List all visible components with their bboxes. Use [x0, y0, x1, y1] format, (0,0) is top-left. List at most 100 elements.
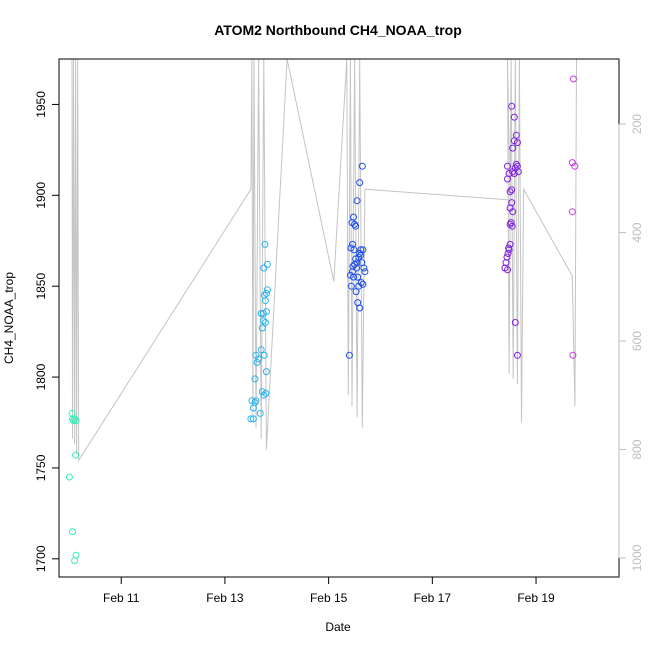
pressure-trace-group: [71, 58, 577, 463]
data-point: [353, 259, 361, 267]
x-tick-label: Feb 15: [310, 591, 348, 605]
data-point: [350, 273, 357, 281]
data-point: [360, 264, 368, 272]
data-points-group: [65, 75, 579, 565]
data-point: [361, 268, 369, 276]
data-point: [356, 179, 364, 187]
data-point: [504, 162, 511, 170]
x-axis-label: Date: [325, 620, 351, 634]
y-tick-label: 1850: [34, 273, 48, 300]
plot-frame: [58, 58, 620, 578]
data-point: [249, 404, 257, 412]
y-tick-label: 1950: [34, 91, 48, 118]
data-point: [350, 213, 357, 221]
data-point: [256, 409, 264, 417]
data-point: [352, 222, 360, 230]
data-point: [569, 75, 577, 83]
data-point: [505, 244, 513, 252]
series-1: [247, 240, 271, 423]
data-point: [513, 139, 521, 147]
data-point: [504, 266, 511, 274]
y-tick-label: 1700: [34, 545, 48, 572]
data-point: [262, 389, 270, 397]
data-point: [252, 397, 260, 405]
data-point: [506, 188, 514, 196]
data-point: [262, 368, 270, 376]
data-point: [262, 290, 270, 297]
data-point: [72, 417, 80, 425]
data-point: [507, 219, 515, 227]
data-point: [255, 355, 263, 363]
x-tick-label: Feb 11: [103, 591, 140, 605]
y-tick-label: 1800: [34, 363, 48, 390]
data-point: [350, 246, 358, 254]
x-tick-label: Feb 17: [414, 591, 452, 605]
data-point: [260, 391, 268, 399]
data-point: [356, 304, 364, 312]
data-point: [258, 324, 266, 332]
data-point: [512, 131, 520, 139]
data-point: [509, 144, 517, 152]
pressure-trace-line: [71, 58, 577, 463]
x-axis: Feb 11 Feb 13 Feb 15 Feb 17 Feb 19: [103, 576, 555, 605]
data-point: [72, 551, 80, 559]
data-point: [257, 346, 265, 354]
data-point: [251, 375, 259, 383]
series-0: [65, 409, 80, 565]
data-point: [260, 291, 268, 299]
data-point: [65, 473, 73, 481]
data-point: [71, 415, 79, 423]
data-point: [358, 162, 366, 170]
y-axis-label: CH4_NOAA_trop: [2, 272, 16, 364]
data-point: [514, 168, 522, 176]
data-point: [260, 264, 268, 272]
data-point: [509, 208, 517, 216]
data-point: [508, 186, 516, 194]
data-point: [357, 279, 365, 287]
data-point: [506, 240, 514, 248]
data-point: [345, 351, 353, 359]
data-point: [508, 199, 516, 207]
y-tick-label: 1750: [34, 454, 48, 481]
data-point: [505, 170, 513, 177]
data-point: [263, 260, 271, 268]
data-point: [511, 319, 519, 326]
data-point: [260, 351, 268, 359]
data-point: [357, 246, 365, 254]
data-point: [354, 273, 362, 281]
data-point: [571, 162, 579, 170]
x-tick-label: Feb 19: [517, 591, 555, 605]
data-point: [353, 264, 361, 272]
x-tick-label: Feb 13: [206, 591, 244, 605]
data-point: [262, 308, 270, 316]
series-3: [501, 102, 522, 359]
data-point: [69, 528, 76, 536]
data-point: [569, 351, 577, 359]
data-point: [259, 317, 267, 325]
y-axis: 1700 1750 1800 1850 1900 1950: [34, 91, 60, 572]
y-tick-label: 1900: [34, 182, 48, 209]
data-point: [503, 253, 511, 261]
data-point: [347, 282, 355, 290]
data-point: [72, 451, 80, 459]
data-point: [353, 197, 361, 205]
y2-tick-label: 1000: [630, 544, 644, 571]
data-point: [568, 208, 576, 216]
data-point: [513, 351, 521, 359]
data-point: [69, 415, 76, 423]
y2-tick-label: 200: [630, 114, 644, 134]
data-point: [352, 288, 360, 296]
data-point: [261, 240, 269, 248]
data-point: [263, 286, 271, 294]
y2-tick-label: 400: [630, 222, 644, 242]
data-point: [349, 262, 357, 270]
data-point: [258, 388, 266, 396]
data-point: [261, 319, 269, 326]
data-point: [512, 160, 520, 168]
series-4: [568, 75, 579, 359]
data-point: [510, 113, 518, 121]
data-point: [253, 359, 261, 366]
data-point: [249, 415, 257, 423]
y2-tick-label: 600: [630, 331, 644, 351]
